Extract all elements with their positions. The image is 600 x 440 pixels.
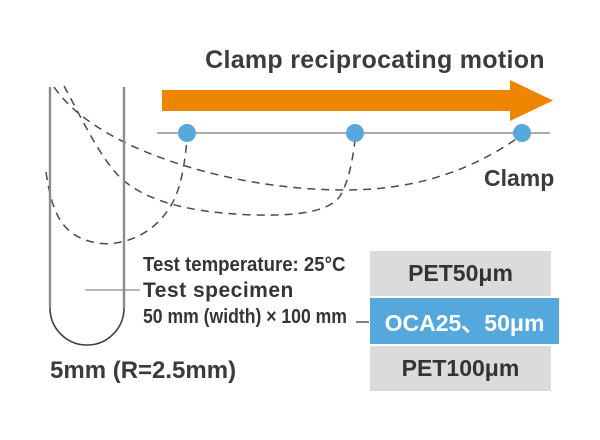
clamp-dot-1 [178, 124, 196, 142]
test-specimen-outline [48, 87, 126, 346]
fold-radius-curve [49, 307, 125, 346]
laminate-stack: PET50μm OCA25、50μm PET100μm [370, 251, 560, 393]
diagram-title: Clamp reciprocating motion [205, 46, 545, 74]
clamp-dot-3 [513, 124, 531, 142]
stack-layer-pet50: PET50μm [370, 251, 551, 296]
test-specimen-label: Test specimen [143, 279, 294, 302]
motion-arrow-icon [162, 80, 553, 121]
film-profile-curve-right [53, 86, 520, 191]
specimen-size-label: 50 mm (width) × 100 mm [143, 306, 347, 328]
clamp-dot-2 [346, 124, 364, 142]
test-temperature-label: Test temperature: 25°C [143, 254, 346, 276]
stack-layer-pet100: PET100μm [370, 346, 551, 391]
stack-layer-oca: OCA25、50μm [370, 298, 559, 344]
film-profile-curve-left [45, 137, 188, 245]
fold-gap-label: 5mm (R=2.5mm) [50, 357, 237, 384]
clamp-label: Clamp [484, 165, 555, 191]
